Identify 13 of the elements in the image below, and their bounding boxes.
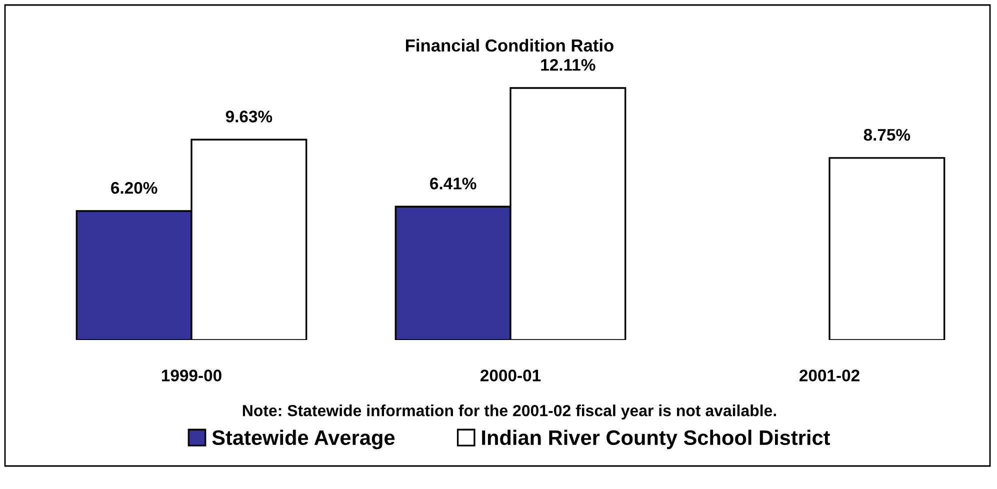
text: Note: Statewide information for the 2001-02 fiscal year is not available. [242, 404, 776, 420]
data-label: 6.41% [430, 178, 476, 190]
data-label: 9.63% [226, 110, 272, 122]
data-label: 8.75% [864, 128, 910, 141]
data-label: 6.20% [111, 182, 158, 194]
x-tick-label: 2001-02 [800, 370, 860, 382]
legend-label: Indian River County School District [482, 430, 830, 450]
bar [828, 157, 946, 340]
legend-label: Statewide Average [212, 430, 395, 450]
chart-title: Financial Condition Ratio [406, 38, 614, 52]
data-label: 12.11% [541, 59, 596, 71]
x-tick-label: 2000-01 [480, 370, 541, 382]
x-tick-label: 1999-00 [162, 370, 222, 382]
